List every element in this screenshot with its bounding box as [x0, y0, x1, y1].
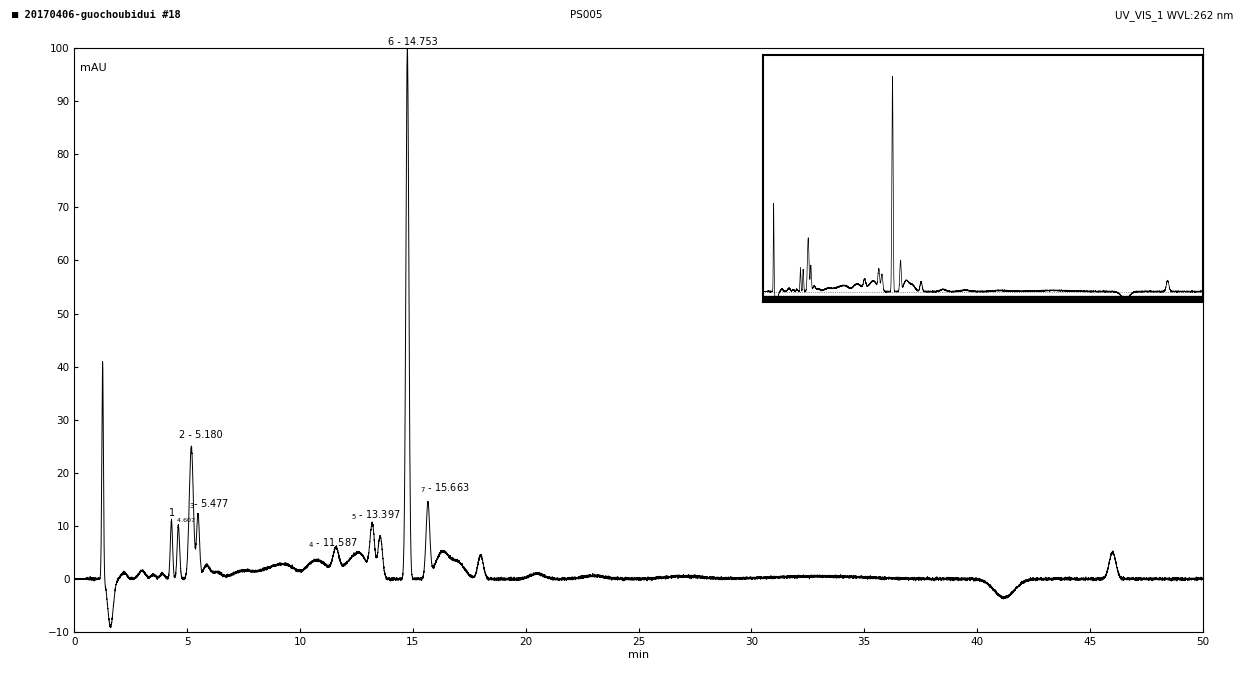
- X-axis label: min: min: [627, 650, 650, 660]
- Text: ■ 20170406-guochoubidui #18: ■ 20170406-guochoubidui #18: [12, 10, 181, 21]
- Text: PS005: PS005: [570, 10, 603, 21]
- Text: mAU: mAU: [81, 63, 107, 73]
- Text: 2 - 5.180: 2 - 5.180: [179, 430, 222, 440]
- Text: 6 - 14.753: 6 - 14.753: [388, 37, 438, 47]
- Text: $\mathdefault{_3}$- 5.477: $\mathdefault{_3}$- 5.477: [188, 497, 229, 511]
- Text: $\mathdefault{_5}$ - 13.397: $\mathdefault{_5}$ - 13.397: [351, 508, 401, 521]
- Text: $\mathdefault{_7}$ - 15.663: $\mathdefault{_7}$ - 15.663: [419, 482, 470, 495]
- Text: 1: 1: [169, 508, 175, 518]
- Text: $\mathdefault{_{4.607}}$: $\mathdefault{_{4.607}}$: [176, 516, 196, 525]
- Text: $\mathdefault{_4}$ - 11.587: $\mathdefault{_4}$ - 11.587: [308, 536, 357, 550]
- Text: UV_VIS_1 WVL:262 nm: UV_VIS_1 WVL:262 nm: [1116, 10, 1234, 21]
